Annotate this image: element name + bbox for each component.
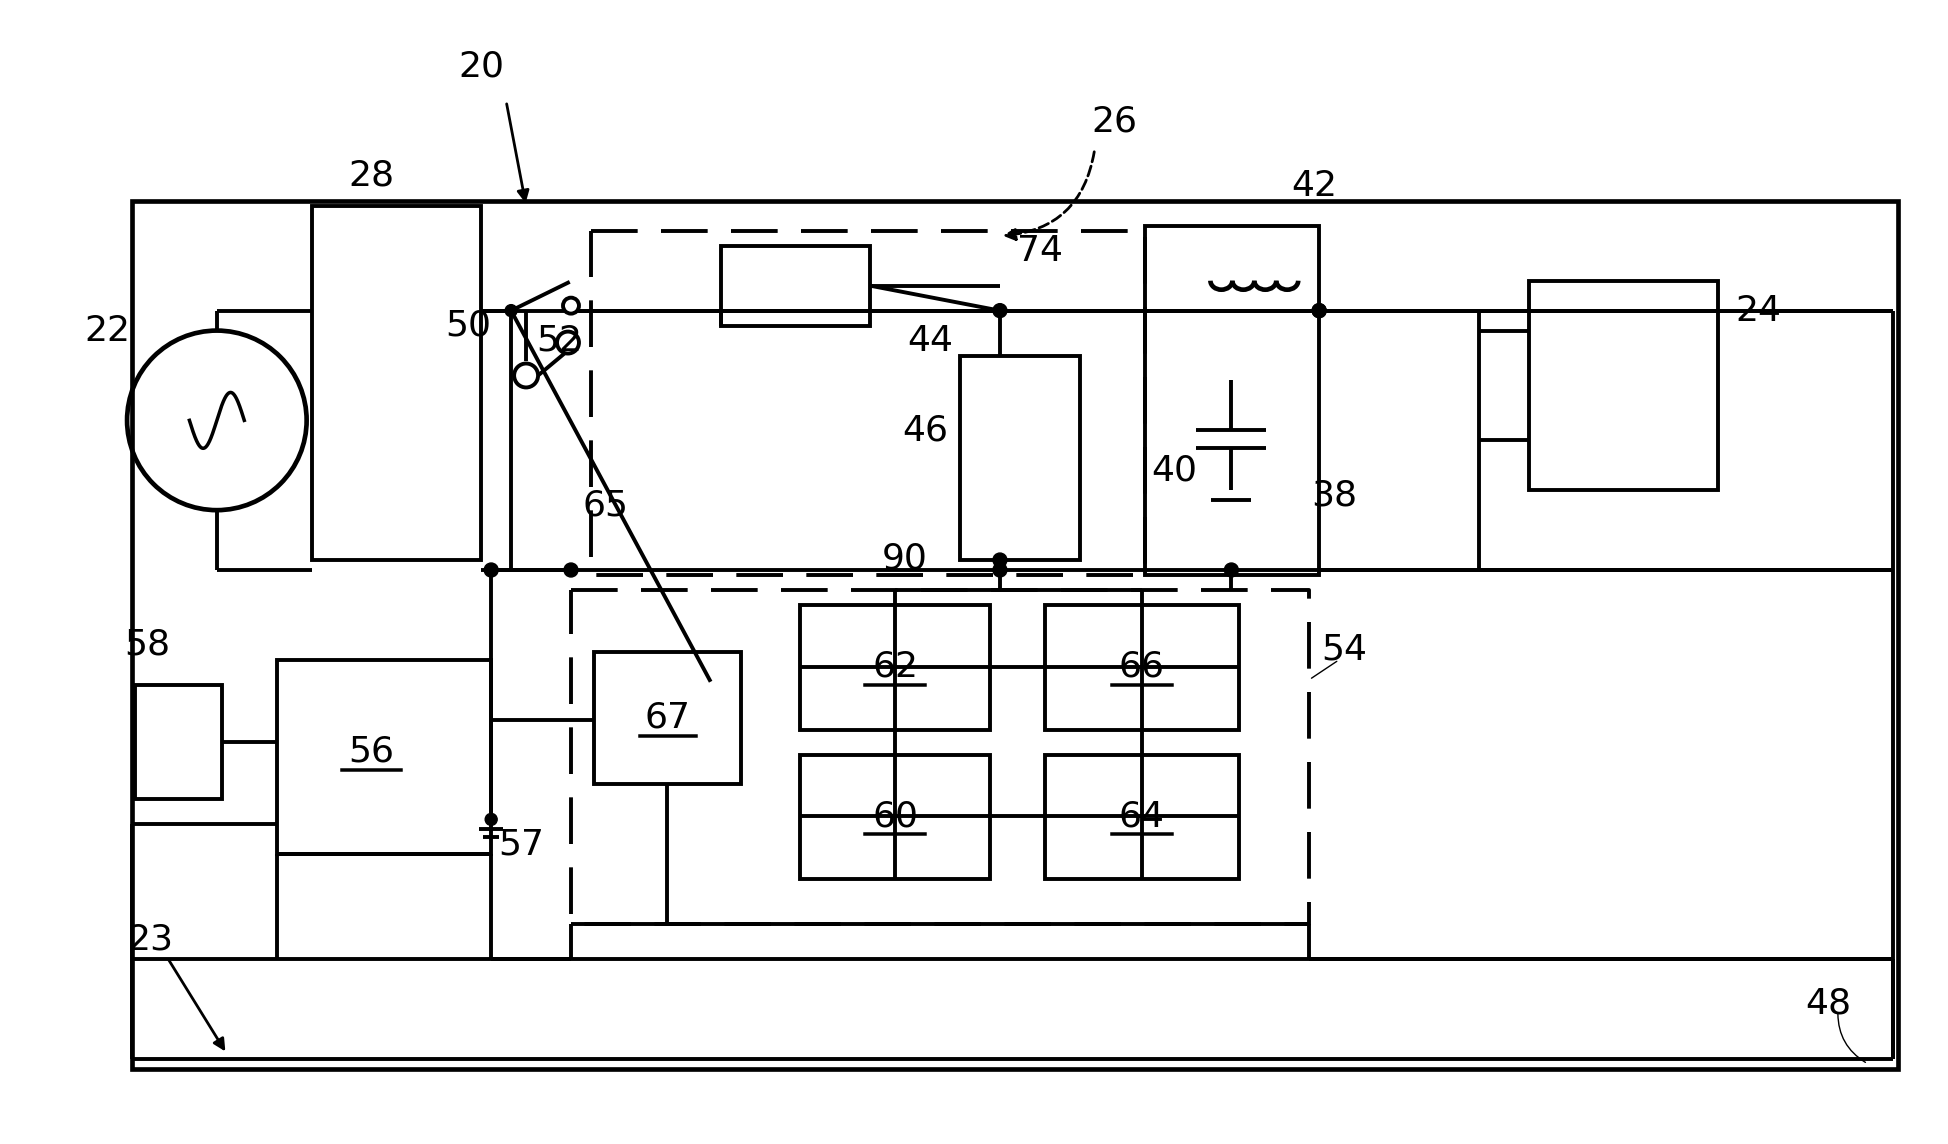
Circle shape — [992, 303, 1007, 318]
Text: 24: 24 — [1734, 294, 1780, 327]
Text: 46: 46 — [902, 413, 947, 447]
Circle shape — [563, 563, 579, 577]
Text: 50: 50 — [444, 309, 491, 342]
Text: 58: 58 — [125, 628, 169, 662]
Text: 74: 74 — [1017, 233, 1062, 268]
Text: 38: 38 — [1311, 478, 1356, 513]
Text: 23: 23 — [127, 922, 173, 956]
Circle shape — [563, 297, 579, 313]
Bar — [721, 246, 871, 326]
Circle shape — [1311, 303, 1325, 318]
Text: 52: 52 — [536, 324, 582, 358]
Bar — [132, 201, 1897, 1068]
Circle shape — [1311, 303, 1325, 318]
Circle shape — [485, 813, 497, 825]
Text: 90: 90 — [882, 541, 927, 575]
Text: 54: 54 — [1321, 633, 1366, 667]
Circle shape — [1223, 563, 1237, 577]
Circle shape — [483, 563, 499, 577]
Text: 40: 40 — [1151, 453, 1196, 487]
Text: 57: 57 — [499, 827, 543, 861]
Circle shape — [557, 332, 579, 353]
Bar — [134, 685, 222, 800]
Text: 64: 64 — [1118, 800, 1165, 834]
Bar — [801, 605, 990, 730]
Text: 66: 66 — [1118, 650, 1165, 684]
Bar — [1044, 605, 1239, 730]
Circle shape — [505, 304, 516, 317]
Text: 22: 22 — [84, 313, 131, 348]
Circle shape — [992, 563, 1007, 577]
Text: 44: 44 — [906, 324, 953, 358]
Text: 67: 67 — [645, 700, 690, 734]
Bar — [312, 206, 481, 561]
Text: 65: 65 — [582, 488, 629, 522]
Text: 28: 28 — [349, 159, 393, 193]
Circle shape — [992, 553, 1007, 567]
Bar — [277, 660, 491, 855]
Circle shape — [514, 364, 538, 388]
Bar — [594, 652, 740, 785]
Bar — [960, 356, 1079, 561]
Bar — [1044, 755, 1239, 880]
Text: 60: 60 — [873, 800, 918, 834]
Text: 48: 48 — [1804, 987, 1851, 1020]
Bar — [1527, 280, 1718, 490]
Bar — [1143, 225, 1319, 575]
Text: 56: 56 — [349, 734, 393, 769]
Text: 62: 62 — [873, 650, 918, 684]
Text: 20: 20 — [458, 49, 505, 84]
Bar — [801, 755, 990, 880]
Text: 26: 26 — [1091, 104, 1138, 138]
Text: 42: 42 — [1290, 169, 1336, 202]
